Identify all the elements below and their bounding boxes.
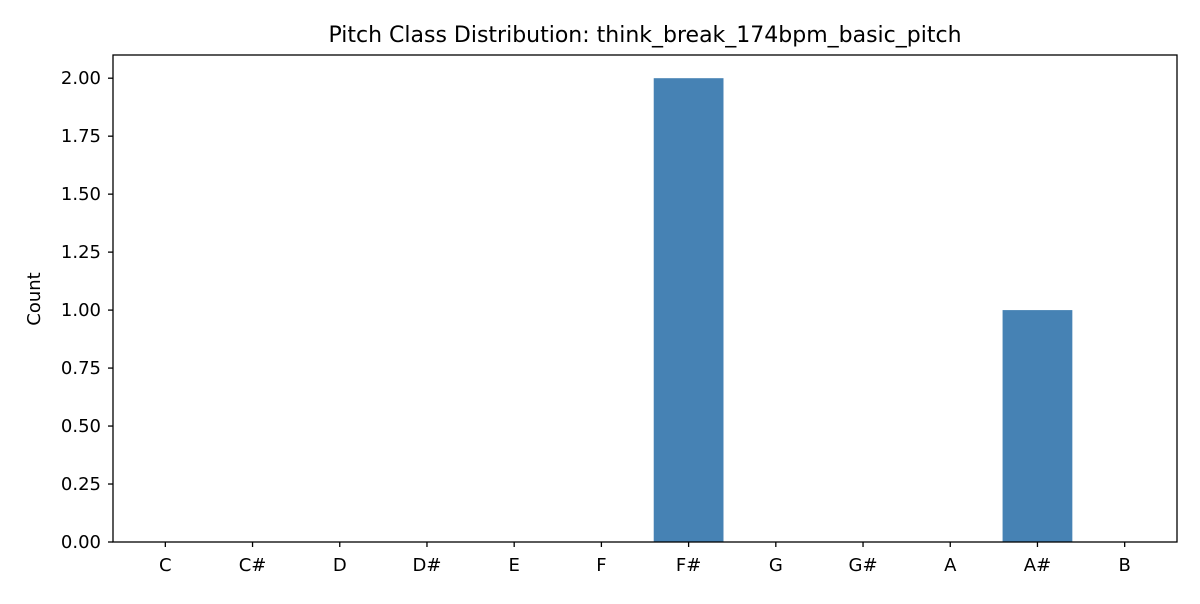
bars-group — [653, 78, 1073, 542]
x-tick-label: F# — [676, 555, 701, 576]
x-axis: C C# D D# E F F# G G# A A# B — [159, 542, 1131, 576]
x-tick-label: A — [944, 555, 957, 576]
y-tick-label: 2.00 — [61, 68, 101, 89]
x-tick-label: B — [1118, 555, 1130, 576]
x-tick-label: G# — [849, 555, 878, 576]
y-axis: 0.00 0.25 0.50 0.75 1.00 1.25 1.50 1.75 2.00 — [61, 68, 113, 553]
x-tick-label: G — [769, 555, 783, 576]
y-tick-label: 0.50 — [61, 416, 101, 437]
y-tick-label: 1.50 — [61, 184, 101, 205]
x-tick-label: D — [333, 555, 347, 576]
bar-A# — [1002, 310, 1073, 542]
x-tick-label: A# — [1024, 555, 1051, 576]
chart-title: Pitch Class Distribution: think_break_17… — [328, 23, 961, 48]
y-tick-label: 1.75 — [61, 126, 101, 147]
x-tick-label: E — [508, 555, 519, 576]
y-tick-label: 0.75 — [61, 358, 101, 379]
y-tick-label: 1.00 — [61, 300, 101, 321]
y-tick-label: 1.25 — [61, 242, 101, 263]
y-tick-label: 0.25 — [61, 474, 101, 495]
x-tick-label: D# — [412, 555, 441, 576]
x-tick-label: C — [159, 555, 172, 576]
bar-F# — [653, 78, 724, 542]
y-axis-label: Count — [24, 272, 45, 325]
plot-frame — [112, 54, 1178, 543]
y-tick-label: 0.00 — [61, 532, 101, 553]
x-tick-label: F — [596, 555, 606, 576]
x-tick-label: C# — [239, 555, 267, 576]
